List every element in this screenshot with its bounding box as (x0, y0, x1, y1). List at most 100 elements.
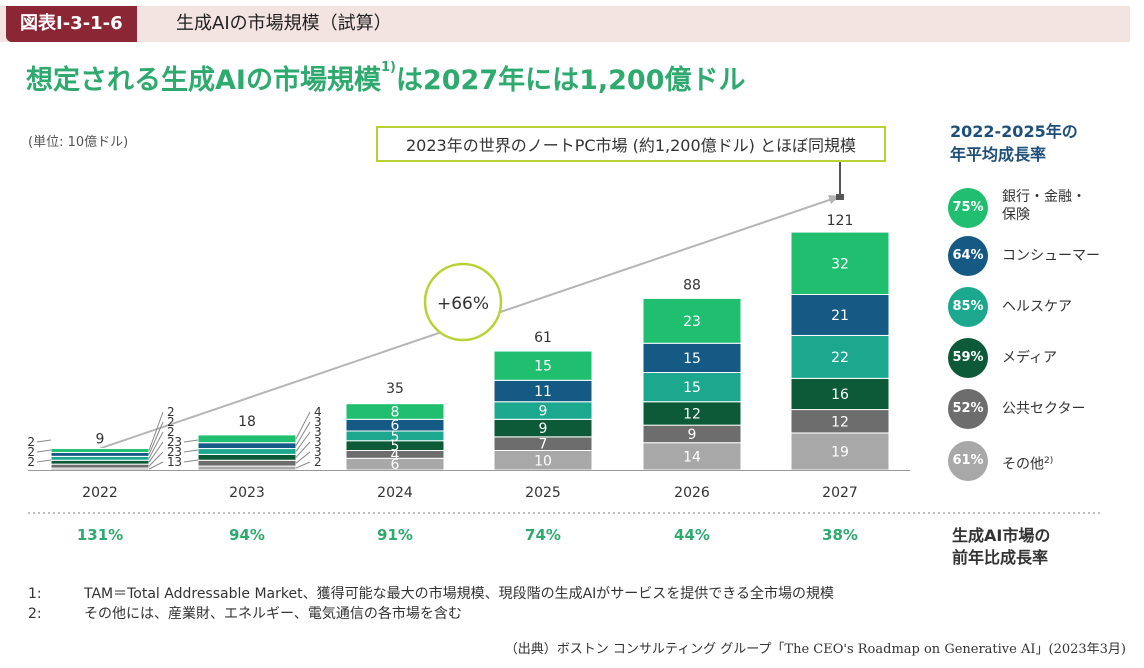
cagr-title-line1: 2022-2025年の (950, 122, 1078, 141)
bar-2023-3 (197, 448, 297, 455)
callout-connector-end (836, 194, 844, 200)
growth-rate-title: 生成AI市場の 前年比成長率 (952, 525, 1050, 569)
callout-box: 2023年の世界のノートPC市場 (約1,200億ドル) とほぼ同規模 (376, 126, 886, 162)
legend-rate-healthcare: 85% (948, 287, 988, 327)
growth-circle (423, 262, 503, 342)
side-label-2023-3: 3 (314, 425, 322, 439)
side-leader-2023-1 (295, 451, 311, 464)
side-label-2022-1: 2 (167, 445, 175, 459)
legend-label-public: 公共セクター (1002, 401, 1086, 417)
cagr-title-line2: 年平均成長率 (950, 145, 1047, 164)
bar-value-2026-2: 12 (683, 406, 701, 422)
bar-value-2027-2: 16 (831, 387, 849, 403)
left-leader-2022-1 (36, 449, 52, 453)
legend-label-media: メディア (1002, 350, 1058, 366)
figure-header-bar: 図表Ⅰ-3-1-6 生成AIの市場規模（試算） (0, 6, 1130, 42)
bar-2022-2 (50, 459, 150, 465)
legend-rate-public: 52% (948, 389, 988, 429)
legend-item-public: 52% 公共セクター (948, 389, 1138, 429)
total-label-2023: 18 (238, 414, 256, 430)
bar-2027-5 (790, 231, 890, 296)
cagr-legend-title: 2022-2025年の 年平均成長率 (950, 120, 1078, 166)
left-label-2023-2: 3 (174, 435, 182, 449)
growth-rate-2025: 74% (525, 526, 561, 544)
growth-title-line1: 生成AI市場の (952, 526, 1051, 545)
headline-rest: は2027年には1,200億ドル (395, 65, 746, 96)
growth-rate-2027: 38% (822, 526, 858, 544)
left-label-2022-1: 2 (27, 445, 35, 459)
legend-label-consumer: コンシューマー (1002, 248, 1100, 264)
legend-label-other-sup: 2) (1044, 456, 1054, 466)
bar-value-2024-1: 4 (391, 447, 400, 463)
bar-2026-4 (642, 342, 742, 373)
bar-value-2027-4: 21 (831, 308, 849, 324)
bar-2022-1 (50, 463, 150, 469)
left-leader-2023-0 (183, 459, 199, 463)
growth-rate-2022: 131% (77, 526, 123, 544)
bar-value-2024-2: 5 (391, 439, 400, 455)
bar-value-2025-2: 9 (539, 421, 548, 437)
legend-item-banking: 75% 銀行・金融・ 保険 (948, 188, 1138, 228)
bar-2027-4 (790, 294, 890, 336)
side-leader-2023-3 (295, 431, 311, 452)
bar-2022-3 (50, 455, 150, 461)
bar-value-2024-4: 6 (391, 418, 400, 434)
bar-value-2025-5: 15 (534, 359, 552, 375)
legend-rate-other: 61% (948, 441, 988, 481)
side-leader-2023-5 (295, 411, 311, 440)
bar-value-2025-0: 10 (534, 453, 552, 469)
footnote-2-text: その他には、産業財、エネルギー、電気通信の各市場を含む (84, 606, 462, 622)
footnote-2-num: 2: (28, 606, 42, 622)
growth-circle-label: +66% (437, 294, 489, 314)
bar-value-2027-1: 12 (831, 414, 849, 430)
side-leader-2022-1 (148, 451, 164, 467)
bar-2027-2 (790, 377, 890, 411)
side-leader-2023-2 (295, 441, 311, 458)
side-leader-2022-0 (148, 461, 164, 470)
side-label-2022-2: 2 (167, 435, 175, 449)
bar-2023-2 (197, 453, 297, 461)
x-tick-2024: 2024 (377, 485, 413, 501)
total-label-2027: 121 (827, 213, 854, 229)
footnote-1: 1: TAM＝Total Addressable Market、獲得可能な最大の市… (28, 584, 834, 604)
left-leader-2023-2 (183, 439, 199, 443)
legend-rate-banking: 75% (948, 188, 988, 228)
bar-value-2027-5: 32 (831, 256, 849, 272)
headline-text: 想定される生成AIの市場規模 (26, 65, 381, 96)
figure-title: 生成AIの市場規模（試算） (176, 13, 392, 34)
x-tick-2022: 2022 (82, 485, 118, 501)
bar-value-2027-0: 19 (831, 444, 849, 460)
bar-2023-1 (197, 459, 297, 467)
footnotes: 1: TAM＝Total Addressable Market、獲得可能な最大の市… (28, 584, 834, 624)
legend-label-banking-line2: 保険 (1002, 207, 1030, 223)
legend-rate-consumer: 64% (948, 236, 988, 276)
left-label-2023-0: 3 (174, 455, 182, 469)
figure-number-badge: 図表Ⅰ-3-1-6 (6, 6, 137, 42)
side-label-2023-5: 4 (314, 405, 322, 419)
bar-2024-5 (345, 403, 445, 420)
bar-value-2026-5: 23 (683, 314, 701, 330)
bar-value-2026-1: 9 (688, 427, 697, 443)
bar-2023-5 (197, 434, 297, 444)
bar-2022-4 (50, 451, 150, 457)
bar-value-2024-0: 6 (391, 457, 400, 473)
side-leader-2022-3 (148, 431, 164, 459)
legend-item-other: 61% その他2) (948, 441, 1138, 481)
total-label-2022: 9 (96, 431, 105, 447)
footnote-1-num: 1: (28, 586, 42, 602)
bar-value-2026-3: 15 (683, 380, 701, 396)
bar-value-2024-3: 5 (391, 429, 400, 445)
side-label-2023-0: 2 (314, 455, 322, 469)
bar-2023-0 (197, 465, 297, 471)
side-label-2023-4: 3 (314, 415, 322, 429)
side-leader-2022-4 (148, 421, 164, 455)
left-label-2022-0: 2 (27, 455, 35, 469)
x-tick-2023: 2023 (229, 485, 265, 501)
legend-label-banking: 銀行・金融・ 保険 (1002, 188, 1086, 224)
total-label-2026: 88 (683, 277, 701, 293)
left-leader-2023-1 (183, 449, 199, 453)
total-label-2024: 35 (386, 381, 404, 397)
growth-rate-2026: 44% (674, 526, 710, 544)
side-leader-2022-2 (148, 441, 164, 463)
